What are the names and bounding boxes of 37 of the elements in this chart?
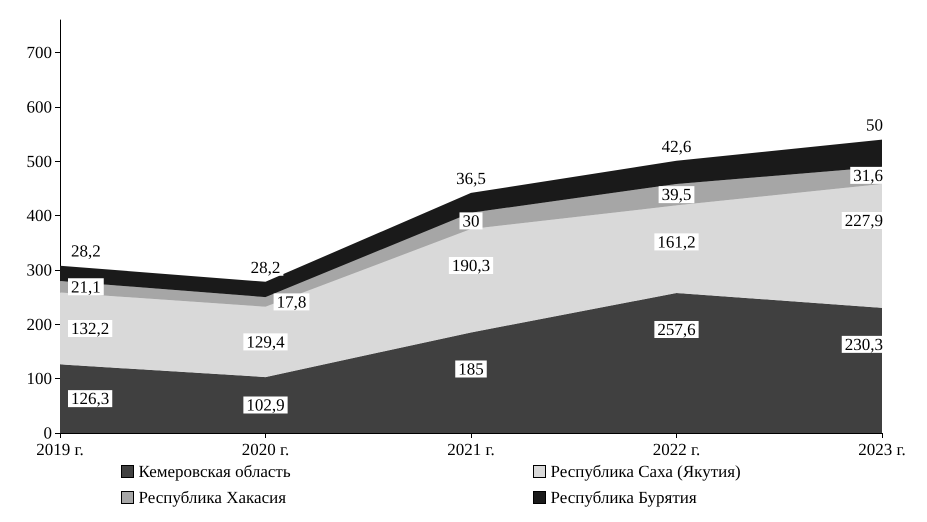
legend-label: Республика Саха (Якутия) bbox=[550, 462, 741, 481]
x-tick-label: 2022 г. bbox=[652, 440, 700, 459]
data-label: 21,1 bbox=[71, 277, 101, 296]
y-tick-label: 400 bbox=[26, 206, 52, 226]
y-tick-label: 300 bbox=[26, 260, 52, 280]
data-label: 42,6 bbox=[662, 136, 692, 156]
data-label: 257,6 bbox=[657, 320, 696, 340]
legend-label: Республика Бурятия bbox=[550, 488, 697, 507]
data-label: 129,4 bbox=[246, 332, 286, 352]
legend-label: Республика Хакасия bbox=[138, 488, 286, 507]
y-tick-label: 0 bbox=[44, 424, 52, 442]
y-tick-label: 700 bbox=[26, 43, 52, 62]
data-label: 17,8 bbox=[276, 292, 306, 312]
legend-label: Кемеровская область bbox=[138, 462, 291, 481]
data-label: 50 bbox=[866, 116, 883, 135]
x-tick-label: 2023 г. bbox=[858, 440, 906, 459]
data-label: 36,5 bbox=[456, 168, 486, 188]
data-label: 126,3 bbox=[71, 389, 110, 408]
data-label: 39,5 bbox=[662, 185, 692, 204]
y-tick-label: 200 bbox=[26, 314, 52, 334]
data-label: 185 bbox=[458, 359, 484, 378]
x-tick-label: 2019 г. bbox=[36, 440, 84, 459]
data-label: 227,9 bbox=[844, 211, 883, 230]
data-label: 230,3 bbox=[844, 334, 883, 354]
x-tick-label: 2021 г. bbox=[447, 440, 495, 459]
data-label: 30 bbox=[462, 211, 480, 230]
data-label: 132,2 bbox=[71, 318, 110, 338]
data-label: 28,2 bbox=[250, 258, 280, 277]
data-label: 190,3 bbox=[452, 256, 490, 276]
data-label: 161,2 bbox=[657, 232, 696, 252]
data-label: 102,9 bbox=[246, 396, 285, 415]
data-label: 28,2 bbox=[71, 242, 101, 261]
x-tick-label: 2020 г. bbox=[242, 440, 290, 459]
y-tick-label: 100 bbox=[26, 369, 52, 388]
y-tick-label: 500 bbox=[26, 152, 52, 171]
data-label: 31,6 bbox=[853, 166, 883, 185]
y-tick-label: 600 bbox=[26, 97, 52, 116]
